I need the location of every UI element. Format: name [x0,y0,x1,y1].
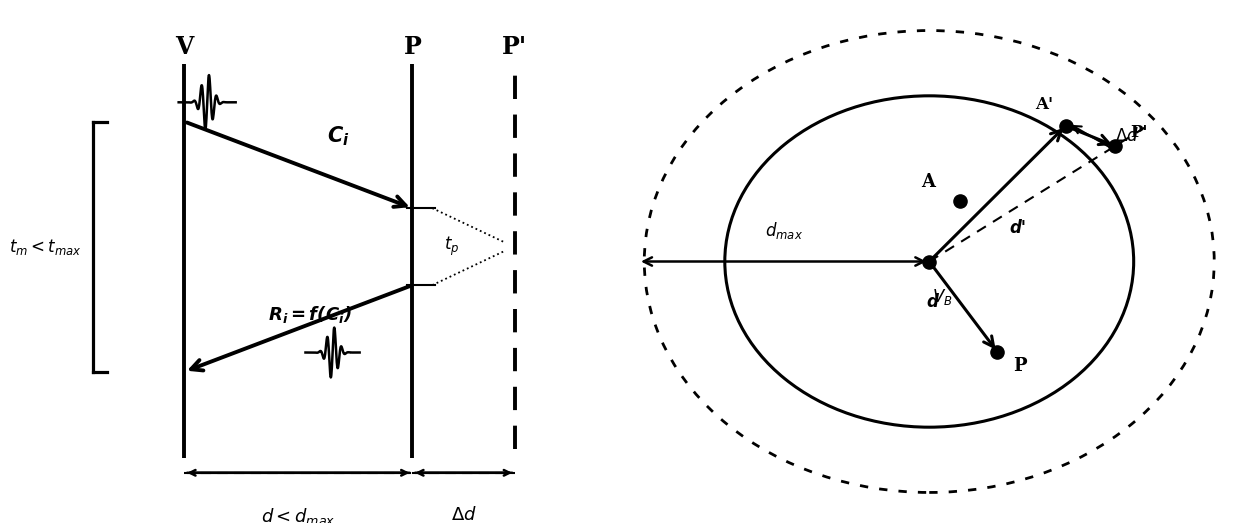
Text: d': d' [1010,219,1027,237]
Text: A': A' [1035,96,1053,113]
Text: $d_{max}$: $d_{max}$ [764,220,803,242]
Point [1105,142,1125,150]
Text: $\Delta d$: $\Delta d$ [451,506,477,523]
Text: A: A [922,173,935,191]
Text: $\Delta d$: $\Delta d$ [1115,127,1139,145]
Text: P': P' [502,35,528,59]
Text: V: V [175,35,193,59]
Text: $\bfit{C_i}$: $\bfit{C_i}$ [327,124,349,148]
Point [1056,122,1075,130]
Text: $V_B$: $V_B$ [933,287,953,306]
Text: $\bfit{R_i}$$\bfit{=f(}$$\bfit{C_i}$$\bfit{)}$: $\bfit{R_i}$$\bfit{=f(}$$\bfit{C_i}$$\bf… [268,303,352,324]
Point [987,348,1007,356]
Text: P': P' [1131,124,1149,141]
Point [919,257,939,266]
Text: P: P [1012,357,1026,375]
Text: P: P [404,35,421,59]
Text: d: d [927,293,939,311]
Point [950,197,970,206]
Text: $t_m$$<$$t_{max}$: $t_m$$<$$t_{max}$ [9,236,82,257]
Text: $t_p$: $t_p$ [444,235,458,258]
Text: $d<d_{max}$: $d<d_{max}$ [261,506,336,523]
